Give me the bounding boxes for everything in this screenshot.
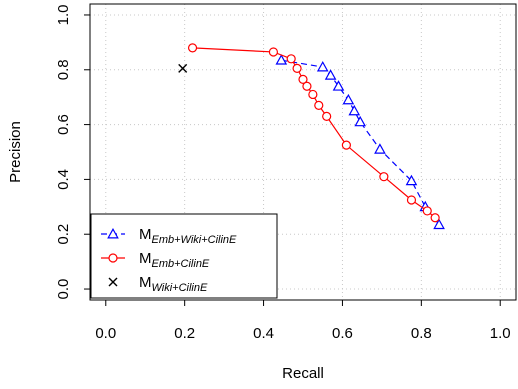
legend-label-subscript: Emb+CilinE bbox=[152, 258, 210, 270]
x-axis-title: Recall bbox=[282, 365, 324, 382]
series-line bbox=[192, 47, 436, 219]
legend-label-main: M bbox=[139, 274, 152, 291]
legend-label-subscript: Emb+Wiki+CilinE bbox=[152, 234, 238, 246]
data-point bbox=[314, 100, 324, 111]
legend-marker bbox=[108, 253, 118, 263]
y-tick-label: 1.0 bbox=[55, 5, 72, 26]
legend-label-main: M bbox=[139, 226, 152, 243]
data-point bbox=[324, 69, 337, 80]
data-point bbox=[354, 115, 367, 127]
y-tick-label: 0.4 bbox=[55, 169, 72, 190]
legend-item: MEmb+Wiki+CilinE bbox=[101, 226, 237, 246]
x-tick-label: 0.4 bbox=[253, 325, 274, 342]
data-point bbox=[332, 80, 345, 91]
x-tick-label: 0.0 bbox=[95, 325, 116, 342]
x-tick-label: 1.0 bbox=[490, 325, 511, 342]
series-wiki-ciline bbox=[178, 63, 188, 73]
data-point bbox=[379, 172, 389, 182]
legend-marker bbox=[107, 227, 119, 239]
data-point bbox=[433, 218, 445, 230]
data-point bbox=[422, 206, 432, 216]
legend-marker bbox=[108, 277, 118, 287]
series-emb-ciline bbox=[187, 43, 440, 223]
data-point bbox=[292, 63, 302, 74]
y-axis-title: Precision bbox=[7, 121, 24, 183]
data-point bbox=[308, 89, 318, 100]
legend-label: MWiki+CilinE bbox=[139, 274, 208, 294]
data-point bbox=[298, 74, 308, 84]
data-point bbox=[406, 195, 417, 205]
plot-area-frame bbox=[89, 3, 517, 301]
legend-item: MWiki+CilinE bbox=[108, 274, 208, 294]
data-point bbox=[348, 104, 361, 116]
data-point bbox=[286, 54, 296, 64]
axes: 0.0 0.2 0.4 0.6 0.8 1.0 0.0 0.2 0.4 0.6 0.8 1.0 bbox=[55, 5, 511, 342]
data-point bbox=[316, 61, 329, 72]
legend-item: MEmb+CilinE bbox=[101, 250, 210, 270]
data-point bbox=[342, 93, 355, 105]
x-tick-label: 0.8 bbox=[411, 325, 432, 342]
legend-label: MEmb+Wiki+CilinE bbox=[139, 226, 237, 246]
y-tick-label: 0.8 bbox=[55, 59, 72, 80]
data-point bbox=[405, 174, 418, 186]
data-point bbox=[275, 54, 288, 65]
y-tick-label: 0.0 bbox=[55, 279, 72, 300]
data-point bbox=[374, 143, 386, 154]
y-tick-label: 0.6 bbox=[55, 114, 72, 135]
data-point bbox=[430, 213, 440, 223]
data-point bbox=[341, 140, 351, 150]
data-point bbox=[178, 63, 188, 73]
legend-box bbox=[90, 213, 278, 299]
legend-label-main: M bbox=[139, 250, 152, 267]
legend-label-subscript: Wiki+CilinE bbox=[152, 282, 208, 294]
data-point bbox=[322, 111, 332, 121]
data-point bbox=[187, 43, 198, 53]
grid-lines bbox=[90, 4, 516, 300]
x-tick-label: 0.6 bbox=[332, 325, 353, 342]
data-point bbox=[302, 81, 312, 91]
x-tick-label: 0.2 bbox=[174, 325, 195, 342]
legend-label: MEmb+CilinE bbox=[139, 250, 210, 270]
data-point bbox=[268, 47, 279, 57]
y-tick-label: 0.2 bbox=[55, 224, 72, 245]
series-layer bbox=[178, 43, 445, 230]
